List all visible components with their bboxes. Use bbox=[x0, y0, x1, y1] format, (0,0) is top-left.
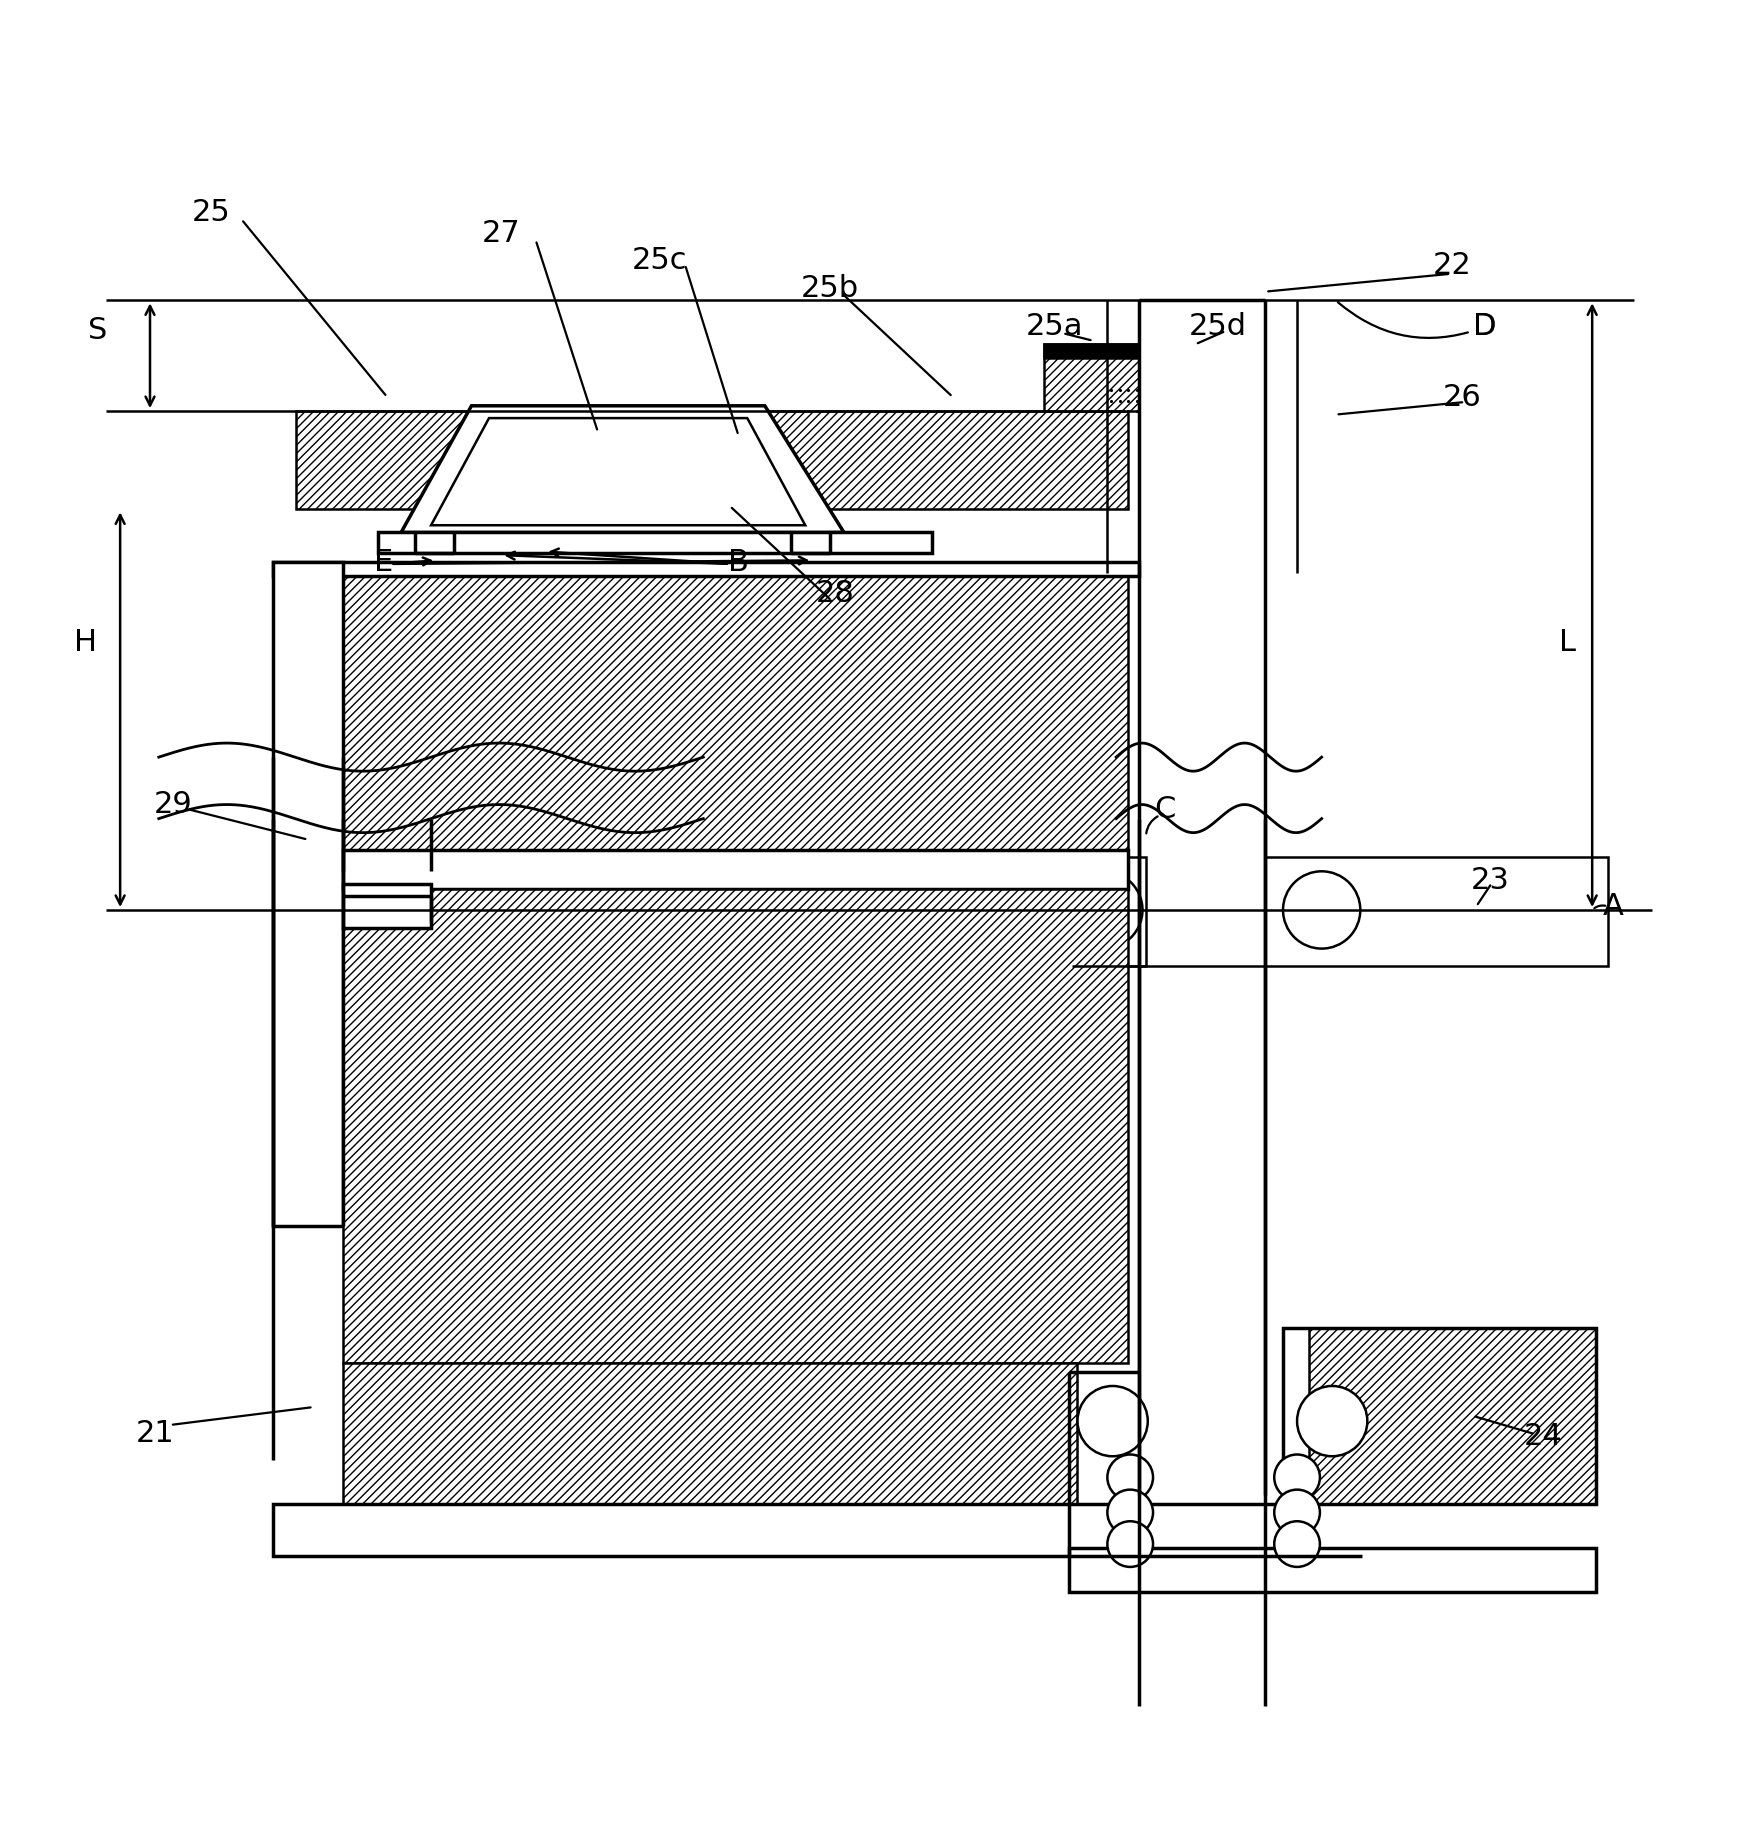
Text: S: S bbox=[88, 316, 107, 346]
Bar bbox=[1072, 857, 1146, 967]
Text: A: A bbox=[1602, 893, 1623, 920]
Text: 29: 29 bbox=[153, 791, 192, 819]
Circle shape bbox=[1297, 1386, 1367, 1456]
Text: 28: 28 bbox=[815, 578, 854, 608]
Bar bbox=[343, 889, 1128, 1364]
Bar bbox=[272, 562, 343, 1225]
Circle shape bbox=[1077, 1386, 1147, 1456]
Circle shape bbox=[1283, 870, 1360, 948]
Text: D: D bbox=[1337, 303, 1495, 342]
Bar bbox=[378, 532, 931, 553]
Text: 25a: 25a bbox=[1026, 312, 1082, 342]
Text: C: C bbox=[1154, 795, 1175, 824]
Text: D: D bbox=[1472, 312, 1495, 342]
Text: 26: 26 bbox=[1442, 383, 1481, 412]
Circle shape bbox=[1107, 1521, 1153, 1567]
Bar bbox=[272, 562, 1139, 577]
Text: 25c: 25c bbox=[631, 246, 687, 275]
Text: B: B bbox=[727, 547, 748, 577]
Text: H: H bbox=[74, 628, 97, 658]
Text: 25b: 25b bbox=[799, 274, 859, 303]
Bar bbox=[343, 883, 430, 928]
Text: 22: 22 bbox=[1432, 251, 1471, 279]
Bar bbox=[343, 850, 1128, 889]
Bar bbox=[1068, 1547, 1595, 1591]
Bar bbox=[295, 410, 1128, 510]
Bar bbox=[272, 1504, 1309, 1556]
Text: 23: 23 bbox=[1471, 865, 1509, 894]
Circle shape bbox=[1274, 1489, 1320, 1536]
Bar bbox=[1283, 1329, 1595, 1504]
Bar bbox=[1044, 344, 1139, 410]
Circle shape bbox=[1107, 1454, 1153, 1501]
Text: 24: 24 bbox=[1523, 1423, 1562, 1451]
Bar bbox=[343, 1364, 1077, 1504]
Bar bbox=[343, 573, 1128, 896]
Text: 25: 25 bbox=[192, 198, 230, 227]
Text: 21: 21 bbox=[135, 1419, 174, 1449]
Text: L: L bbox=[1558, 628, 1576, 658]
Circle shape bbox=[1274, 1454, 1320, 1501]
Text: 25d: 25d bbox=[1188, 312, 1246, 342]
Text: 27: 27 bbox=[481, 220, 520, 248]
Circle shape bbox=[1107, 1489, 1153, 1536]
Text: E: E bbox=[374, 547, 394, 577]
Bar bbox=[1044, 344, 1139, 359]
Circle shape bbox=[1065, 870, 1142, 948]
Polygon shape bbox=[430, 418, 805, 525]
Bar bbox=[1309, 1329, 1595, 1504]
Circle shape bbox=[1274, 1521, 1320, 1567]
Polygon shape bbox=[401, 407, 843, 532]
Bar bbox=[1265, 857, 1608, 967]
